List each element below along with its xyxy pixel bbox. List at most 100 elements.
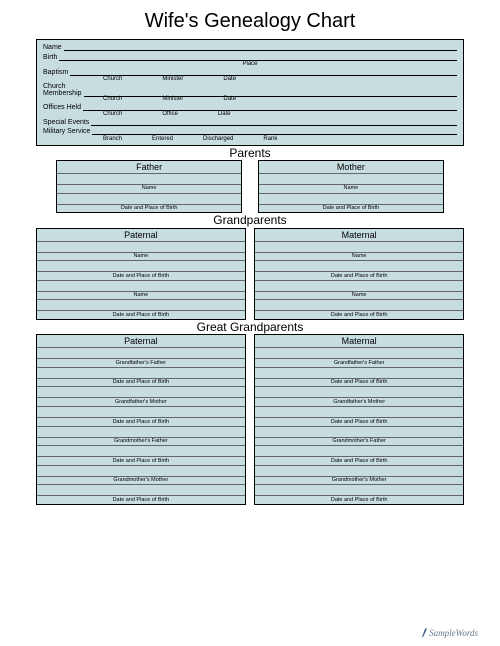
field-baptism[interactable] <box>70 68 457 76</box>
table-row[interactable] <box>37 485 245 496</box>
mother-name-field[interactable] <box>259 174 443 185</box>
caption: Name <box>37 253 245 262</box>
maternal-great-grandparents-box: Maternal Grandfather's Father Date and P… <box>254 334 464 505</box>
sublabel-church2: Church <box>103 96 122 102</box>
caption: Grandfather's Father <box>255 359 463 368</box>
label-military-service: Military Service <box>43 127 90 136</box>
table-row[interactable] <box>37 387 245 398</box>
footer-text: SampleWords <box>429 628 478 638</box>
caption: Date and Place of Birth <box>37 457 245 466</box>
maternal-ggp-title: Maternal <box>255 335 463 348</box>
father-name-label: Name <box>57 185 241 194</box>
mother-name-label: Name <box>259 185 443 194</box>
sublabel-branch: Branch <box>103 136 122 142</box>
label-offices-held: Offices Held <box>43 103 81 112</box>
paternal-gp-title: Paternal <box>37 229 245 242</box>
footer-watermark: SampleWords <box>421 624 478 638</box>
sublabel-date: Date <box>223 76 236 82</box>
caption: Grandmother's Father <box>255 438 463 447</box>
caption: Date and Place of Birth <box>37 272 245 281</box>
caption: Grandmother's Father <box>37 438 245 447</box>
table-row[interactable] <box>37 348 245 359</box>
sublabel-date2: Date <box>223 96 236 102</box>
sublabel-date3: Date <box>218 111 231 117</box>
mother-box: Mother Name Date and Place of Birth <box>258 160 444 213</box>
table-row[interactable] <box>37 427 245 438</box>
label-special-events: Special Events <box>43 118 89 127</box>
field-birth[interactable] <box>59 53 457 61</box>
parents-row: Father Name Date and Place of Birth Moth… <box>56 160 444 213</box>
table-row[interactable] <box>37 407 245 418</box>
father-birth-field[interactable] <box>57 194 241 205</box>
table-row[interactable] <box>37 368 245 379</box>
sublabel-office: Office <box>162 111 178 117</box>
caption: Name <box>255 292 463 301</box>
table-row[interactable] <box>255 242 463 253</box>
paternal-ggp-title: Paternal <box>37 335 245 348</box>
caption: Date and Place of Birth <box>255 311 463 319</box>
sublabel-minister2: Minister <box>162 96 183 102</box>
label-birth: Birth <box>43 53 57 62</box>
caption: Name <box>37 292 245 301</box>
maternal-gp-title: Maternal <box>255 229 463 242</box>
field-special-events[interactable] <box>91 118 457 126</box>
caption: Grandmother's Mother <box>255 477 463 486</box>
caption: Name <box>255 253 463 262</box>
sublabel-discharged: Discharged <box>203 136 233 142</box>
maternal-grandparents-box: Maternal Name Date and Place of Birth Na… <box>254 228 464 320</box>
table-row[interactable] <box>255 407 463 418</box>
sublabel-place: Place <box>242 61 257 67</box>
sublabel-rank: Rank <box>263 136 277 142</box>
great-grandparents-heading: Great Grandparents <box>22 320 478 334</box>
caption: Date and Place of Birth <box>255 418 463 427</box>
table-row[interactable] <box>37 466 245 477</box>
label-baptism: Baptism <box>43 68 68 77</box>
caption: Grandfather's Mother <box>255 398 463 407</box>
label-name: Name <box>43 43 62 52</box>
table-row[interactable] <box>255 348 463 359</box>
mother-title: Mother <box>259 161 443 174</box>
great-grandparents-row: Paternal Grandfather's Father Date and P… <box>36 334 464 505</box>
caption: Date and Place of Birth <box>37 379 245 388</box>
table-row[interactable] <box>255 485 463 496</box>
grandparents-row: Paternal Name Date and Place of Birth Na… <box>36 228 464 320</box>
caption: Date and Place of Birth <box>37 311 245 319</box>
table-row[interactable] <box>255 427 463 438</box>
sublabel-church3: Church <box>103 111 122 117</box>
pen-icon <box>421 626 431 638</box>
table-row[interactable] <box>37 300 245 311</box>
field-military-service[interactable] <box>92 127 457 135</box>
sublabel-minister: Minister <box>162 76 183 82</box>
table-row[interactable] <box>37 446 245 457</box>
label-church-membership: ChurchMembership <box>43 83 82 97</box>
father-title: Father <box>57 161 241 174</box>
father-box: Father Name Date and Place of Birth <box>56 160 242 213</box>
field-church-membership[interactable] <box>84 83 457 97</box>
paternal-grandparents-box: Paternal Name Date and Place of Birth Na… <box>36 228 246 320</box>
table-row[interactable] <box>255 466 463 477</box>
table-row[interactable] <box>37 261 245 272</box>
table-row[interactable] <box>255 446 463 457</box>
caption: Date and Place of Birth <box>255 496 463 504</box>
field-name[interactable] <box>64 43 457 51</box>
mother-birth-field[interactable] <box>259 194 443 205</box>
table-row[interactable] <box>37 281 245 292</box>
table-row[interactable] <box>255 368 463 379</box>
caption: Grandmother's Mother <box>37 477 245 486</box>
mother-birth-label: Date and Place of Birth <box>259 205 443 213</box>
caption: Date and Place of Birth <box>37 418 245 427</box>
table-row[interactable] <box>255 300 463 311</box>
table-row[interactable] <box>37 242 245 253</box>
father-name-field[interactable] <box>57 174 241 185</box>
caption: Date and Place of Birth <box>255 379 463 388</box>
sublabel-entered: Entered <box>152 136 173 142</box>
table-row[interactable] <box>255 281 463 292</box>
table-row[interactable] <box>255 387 463 398</box>
subject-details-box: Name Birth Place Baptism Church Minister D… <box>36 39 464 146</box>
parents-heading: Parents <box>22 146 478 160</box>
caption: Date and Place of Birth <box>37 496 245 504</box>
father-birth-label: Date and Place of Birth <box>57 205 241 213</box>
caption: Grandfather's Mother <box>37 398 245 407</box>
table-row[interactable] <box>255 261 463 272</box>
field-offices-held[interactable] <box>83 103 457 111</box>
